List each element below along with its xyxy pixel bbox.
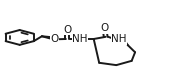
Text: NH: NH [72, 34, 88, 44]
Text: O: O [50, 34, 58, 44]
Text: O: O [63, 25, 71, 35]
Text: O: O [101, 23, 109, 33]
Text: NH: NH [111, 34, 127, 44]
